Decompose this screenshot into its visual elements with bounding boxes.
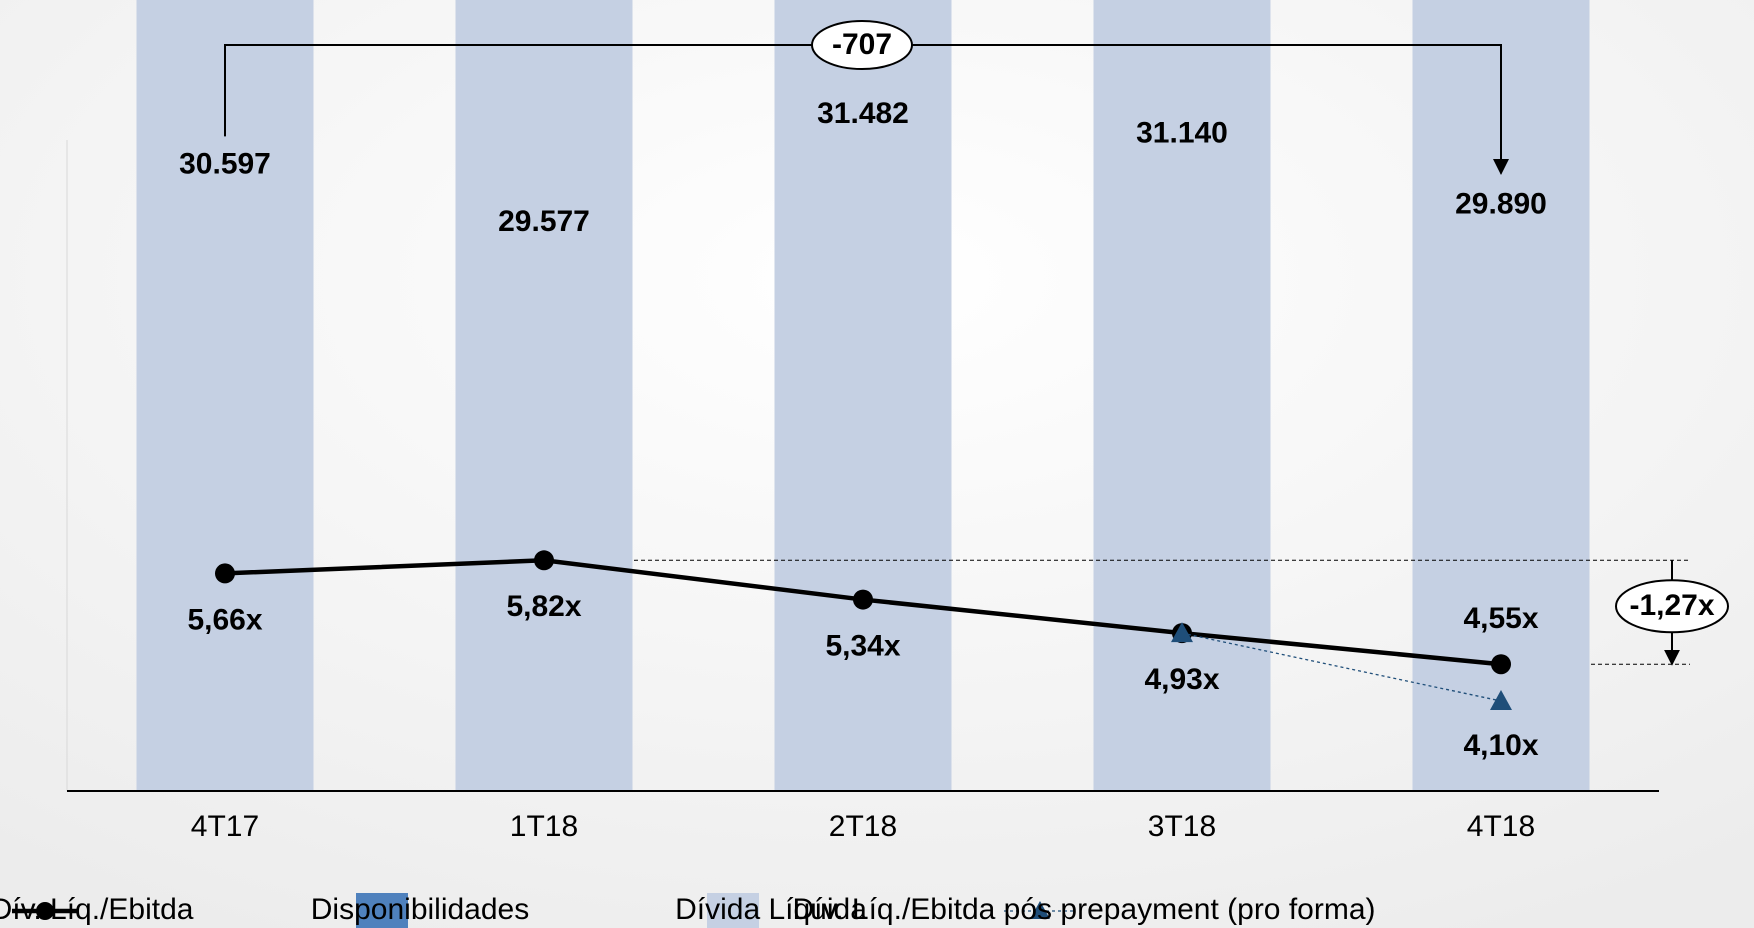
legend-swatch bbox=[36, 902, 54, 920]
bar-segment bbox=[455, 0, 633, 791]
total-label: 30.597 bbox=[179, 147, 271, 180]
line-value-label: 5,66x bbox=[187, 603, 262, 636]
total-label: 29.577 bbox=[498, 205, 590, 238]
bar-segment bbox=[1093, 0, 1271, 791]
total-label: 31.482 bbox=[817, 97, 909, 130]
line-value-label: 4,55x bbox=[1463, 602, 1538, 635]
legend-label: Dív. Líq./Ebitda bbox=[0, 893, 194, 926]
legend-label: Disponibilidades bbox=[311, 893, 529, 926]
total-label: 29.890 bbox=[1455, 187, 1547, 220]
line-marker bbox=[1171, 622, 1193, 643]
bar-segment bbox=[774, 0, 952, 791]
line-marker bbox=[853, 589, 873, 610]
legend-label: Dív. Líq./Ebitda pós prepayment (pro for… bbox=[792, 893, 1375, 926]
line-value-label: 5,82x bbox=[506, 590, 581, 623]
x-tick-label: 4T17 bbox=[191, 810, 259, 843]
line-marker bbox=[534, 550, 554, 571]
x-tick-label: 3T18 bbox=[1148, 810, 1216, 843]
annotation-bubble bbox=[1615, 579, 1729, 634]
legend-swatch bbox=[707, 893, 759, 928]
annotation: -707 bbox=[832, 28, 892, 61]
line-marker bbox=[1491, 654, 1511, 675]
line-series bbox=[1181, 632, 1502, 702]
line-marker bbox=[1490, 690, 1512, 711]
line-value-label: 4,10x bbox=[1463, 729, 1538, 762]
legend-label: Dívida Líquida bbox=[675, 893, 867, 926]
total-label: 31.140 bbox=[1136, 117, 1228, 150]
x-tick-label: 2T18 bbox=[829, 810, 897, 843]
line-marker bbox=[215, 563, 235, 584]
annotation-bubble bbox=[811, 20, 913, 70]
x-tick-label: 4T18 bbox=[1467, 810, 1535, 843]
annotation: -1,27x bbox=[1629, 589, 1714, 622]
line-value-label: 4,93x bbox=[1144, 663, 1219, 696]
legend-swatch bbox=[1030, 901, 1050, 919]
line-value-label: 5,34x bbox=[825, 629, 900, 662]
legend-swatch bbox=[356, 893, 408, 928]
x-tick-label: 1T18 bbox=[510, 810, 578, 843]
